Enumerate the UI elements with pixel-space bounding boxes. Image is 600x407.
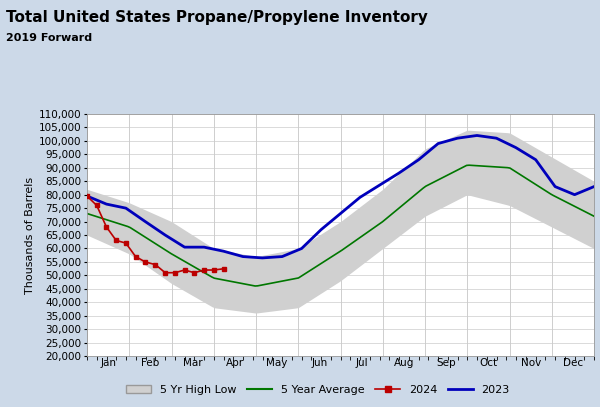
Text: 2019 Forward: 2019 Forward xyxy=(6,33,92,43)
Y-axis label: Thousands of Barrels: Thousands of Barrels xyxy=(25,177,35,293)
Text: Total United States Propane/Propylene Inventory: Total United States Propane/Propylene In… xyxy=(6,10,428,25)
Legend: 5 Yr High Low, 5 Year Average, 2024, 2023: 5 Yr High Low, 5 Year Average, 2024, 202… xyxy=(122,381,514,399)
